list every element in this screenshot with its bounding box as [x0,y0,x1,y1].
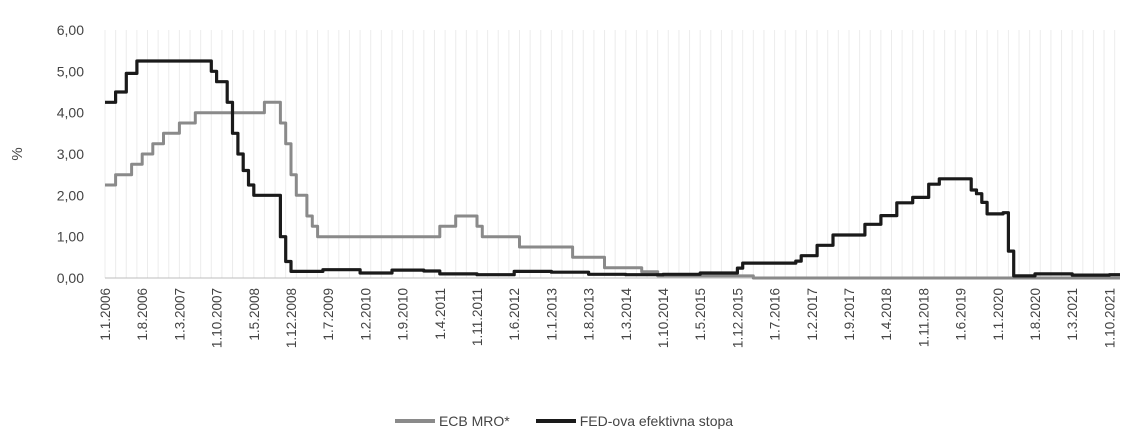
x-tick-label: 1.7.2009 [321,288,336,341]
ecb-mro-line [105,100,1120,280]
x-tick-label: 1.10.2014 [656,288,671,349]
x-axis: 1.1.2006 1.8.2006 1.3.2007 1.10.2007 1.5.200… [98,288,1117,349]
x-tick-label: 1.7.2016 [768,288,783,341]
x-tick-label: 1.11.2011 [470,288,485,346]
x-tick-label: 1.9.2010 [396,288,411,341]
y-axis-label: % [9,147,26,160]
y-tick-label: 0,00 [57,270,84,286]
x-tick-label: 1.8.2020 [1028,288,1043,341]
x-tick-label: 1.2.2010 [358,288,373,341]
x-tick-label: 1.1.2006 [98,288,113,341]
x-tick-label: 1.11.2018 [916,288,931,347]
y-tick-label: 1,00 [57,229,84,245]
x-tick-label: 1.1.2020 [991,288,1006,341]
x-tick-label: 1.3.2007 [172,288,187,341]
legend-swatch-ecb [394,419,435,423]
legend-item-ecb: ECB MRO* [394,413,510,429]
y-axis: 0,00 1,00 2,00 3,00 4,00 5,00 6,00 [57,22,84,286]
legend-swatch-fed [535,419,576,423]
x-tick-label: 1.6.2012 [507,288,522,341]
y-tick-label: 4,00 [57,105,84,121]
x-tick-label: 1.8.2013 [582,288,597,341]
legend-item-fed: FED-ova efektivna stopa [535,413,734,429]
y-tick-label: 3,00 [57,146,84,162]
chart-series [105,59,1120,280]
x-tick-label: 1.10.2007 [210,288,225,348]
x-tick-label: 1.5.2015 [693,288,708,341]
y-tick-label: 2,00 [57,187,84,203]
x-tick-label: 1.6.2019 [954,288,969,341]
x-tick-label: 1.4.2018 [879,288,894,341]
line-chart: 0,001,002,003,004,005,006,00 % 1.1.2006 1… [9,22,1120,349]
fed-rate-line [105,59,1120,278]
x-tick-label: 1.8.2006 [135,288,150,341]
x-tick-label: 1.3.2021 [1065,288,1080,341]
legend-label-fed: FED-ova efektivna stopa [579,413,734,429]
x-tick-label: 1.5.2008 [247,288,262,341]
y-tick-label: 5,00 [57,63,84,79]
x-tick-label: 1.9.2017 [842,288,857,341]
x-tick-label: 1.1.2013 [544,288,559,341]
chart-legend: ECB MRO* FED-ova efektivna stopa [0,410,1128,432]
x-tick-label: 1.12.2008 [284,288,299,348]
x-tick-label: 1.2.2017 [805,288,820,341]
x-tick-label: 1.12.2015 [730,288,745,348]
y-tick-label: 6,00 [57,22,84,38]
legend-label-ecb: ECB MRO* [438,413,510,429]
x-tick-label: 1.4.2011 [433,288,448,340]
chart-gridlines [104,30,1120,279]
x-tick-label: 1.10.2021 [1102,288,1117,348]
x-tick-label: 1.3.2014 [619,288,634,341]
